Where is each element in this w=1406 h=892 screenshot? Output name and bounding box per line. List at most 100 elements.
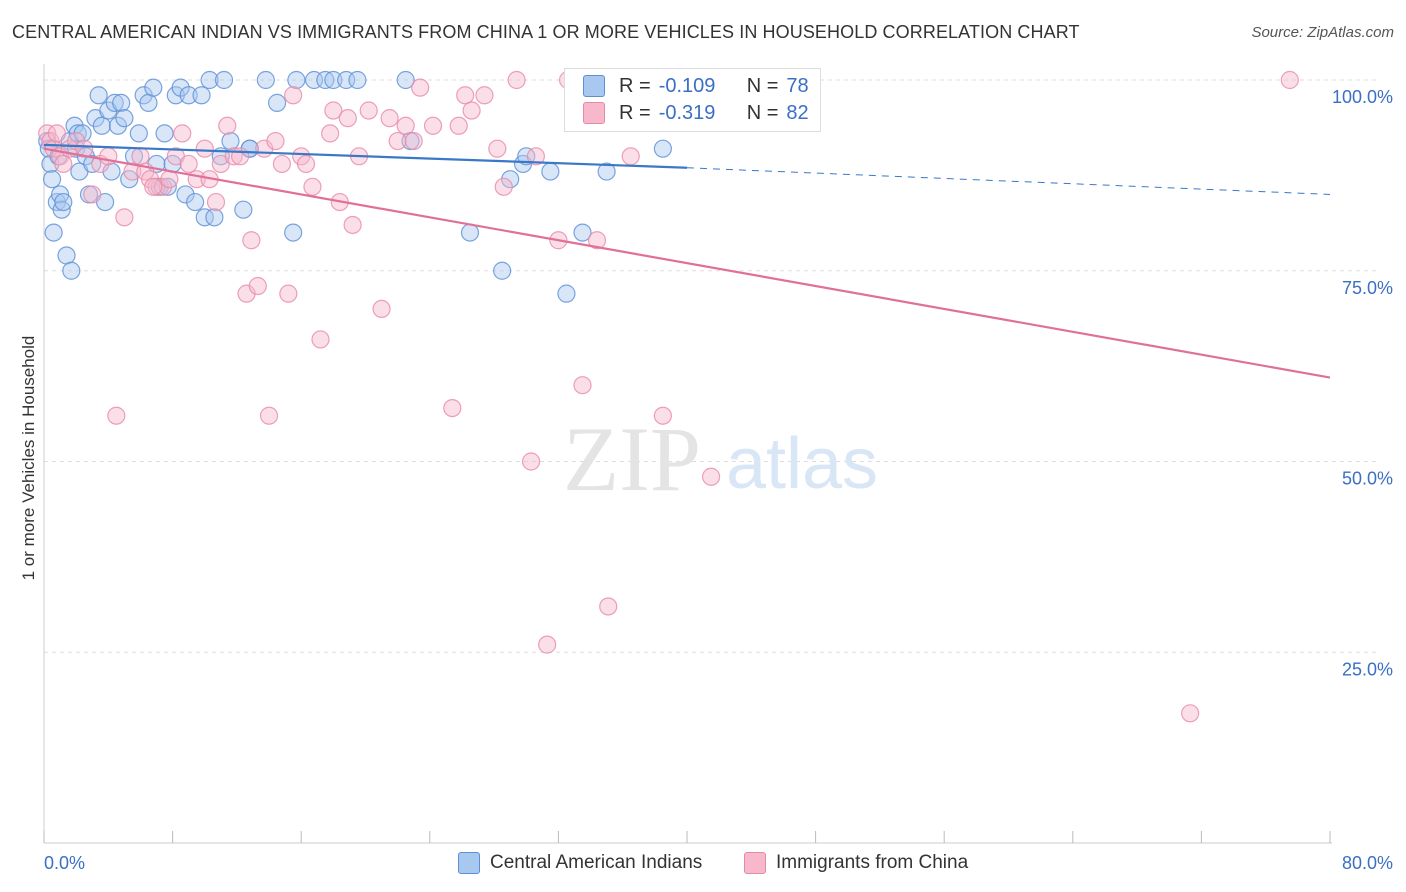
legend-n-value-blue: 78 [786, 74, 809, 97]
pink-point-12 [107, 406, 126, 425]
pink-point-58 [443, 398, 462, 418]
legend-swatch-immigrants-from-china [744, 852, 766, 874]
pink-point-74 [599, 597, 618, 616]
y-tick-label-100: 100.0% [1332, 87, 1393, 107]
blue-point-47 [192, 86, 211, 105]
blue-point-15 [68, 124, 87, 143]
pink-point-75 [621, 147, 640, 166]
blue-point-62 [324, 70, 343, 90]
legend-n-label-blue: N = [746, 74, 779, 97]
y-tick-label-25: 25.0% [1342, 659, 1393, 679]
pink-point-77 [702, 467, 721, 486]
pink-point-19 [153, 177, 173, 196]
legend-label-immigrants-from-china: Immigrants from China [776, 852, 969, 873]
legend-r-label-pink: R = [619, 101, 651, 124]
pink-point-73 [587, 231, 607, 250]
blue-point-76 [653, 139, 672, 158]
blue-point-57 [267, 93, 287, 112]
blue-point-72 [541, 162, 560, 181]
pink-point-14 [123, 162, 142, 181]
pink-point-20 [160, 170, 179, 189]
blue-point-4 [44, 223, 63, 242]
pink-point-25 [195, 139, 214, 158]
blue-point-45 [179, 86, 198, 105]
pink-point-27 [206, 192, 226, 212]
legend-row-blue: R = -0.109 N = 78 [583, 73, 809, 99]
blue-point-53 [221, 131, 240, 151]
pink-point-52 [372, 299, 391, 318]
legend-r-label-blue: R = [619, 74, 651, 97]
blue-point-27 [105, 93, 124, 112]
y-tick-label-75: 75.0% [1342, 278, 1393, 298]
pink-point-39 [279, 284, 298, 303]
blue-point-65 [396, 70, 415, 90]
blue-point-71 [517, 147, 536, 166]
legend-n-label-pink: N = [746, 101, 779, 124]
pink-point-45 [321, 124, 340, 143]
pink-point-71 [573, 376, 592, 395]
chart-title: CENTRAL AMERICAN INDIAN VS IMMIGRANTS FR… [12, 22, 1080, 42]
y-tick-label-50: 50.0% [1342, 469, 1393, 489]
pink-point-9 [83, 185, 102, 204]
pink-point-65 [507, 70, 526, 90]
pink-point-13 [115, 208, 134, 227]
grid-lines [44, 79, 1380, 653]
blue-point-30 [115, 109, 134, 128]
blue-point-39 [155, 124, 174, 143]
blue-point-68 [493, 261, 512, 280]
pink-point-53 [380, 109, 399, 128]
pink-point-40 [284, 86, 303, 105]
legend-item-immigrants-from-china: Immigrants from China [744, 852, 968, 874]
legend-r-value-blue: -0.109 [658, 74, 716, 97]
blue-point-3 [42, 170, 62, 189]
pink-point-31 [231, 147, 250, 166]
legend-swatch-pink [583, 102, 605, 124]
pink-point-80 [144, 177, 163, 196]
blue-point-74 [573, 223, 592, 242]
blue-point-75 [597, 162, 616, 181]
pink-point-61 [462, 101, 481, 120]
blue-point-10 [57, 246, 76, 265]
pink-point-56 [404, 131, 423, 151]
blue-point-8 [52, 200, 71, 219]
series-immigrants-from-china [38, 70, 1299, 723]
pink-point-36 [259, 406, 279, 425]
blue-point-33 [129, 124, 148, 143]
pink-point-22 [173, 124, 192, 143]
legend-swatch-blue [583, 75, 605, 97]
blue-point-9 [54, 192, 73, 212]
pink-point-51 [359, 101, 378, 120]
pink-point-43 [303, 177, 322, 196]
blue-point-69 [501, 170, 520, 189]
pink-point-48 [338, 109, 357, 128]
pink-point-5 [54, 154, 73, 174]
pink-point-8 [75, 139, 94, 158]
pink-point-55 [396, 116, 415, 135]
tick-labels: 25.0% 50.0% 75.0% 100.0% 0.0% 80.0% [44, 87, 1393, 873]
blue-point-64 [348, 70, 367, 90]
legend-swatch-central-american-indians [458, 852, 480, 874]
blue-point-29 [112, 93, 131, 112]
pink-point-59 [449, 116, 468, 135]
pink-point-37 [266, 131, 285, 151]
pink-point-57 [411, 78, 430, 97]
blue-point-28 [108, 116, 128, 135]
legend-n-value-pink: 82 [786, 101, 809, 124]
pink-point-46 [324, 101, 343, 120]
pink-point-23 [179, 154, 198, 174]
x-tick-label-max: 80.0% [1342, 853, 1393, 873]
pink-point-64 [494, 177, 513, 196]
blue-point-17 [73, 124, 92, 143]
blue-point-22 [89, 86, 108, 105]
pink-point-60 [456, 86, 475, 105]
axes [43, 64, 1332, 844]
pink-point-68 [538, 635, 557, 654]
blue-point-12 [62, 261, 81, 280]
pink-point-15 [131, 147, 150, 166]
legend-row-pink: R = -0.319 N = 82 [583, 100, 809, 126]
pink-point-76 [653, 406, 672, 425]
pink-point-78 [1181, 704, 1200, 723]
pink-point-63 [488, 139, 507, 158]
trend-line-pink [43, 147, 1331, 379]
